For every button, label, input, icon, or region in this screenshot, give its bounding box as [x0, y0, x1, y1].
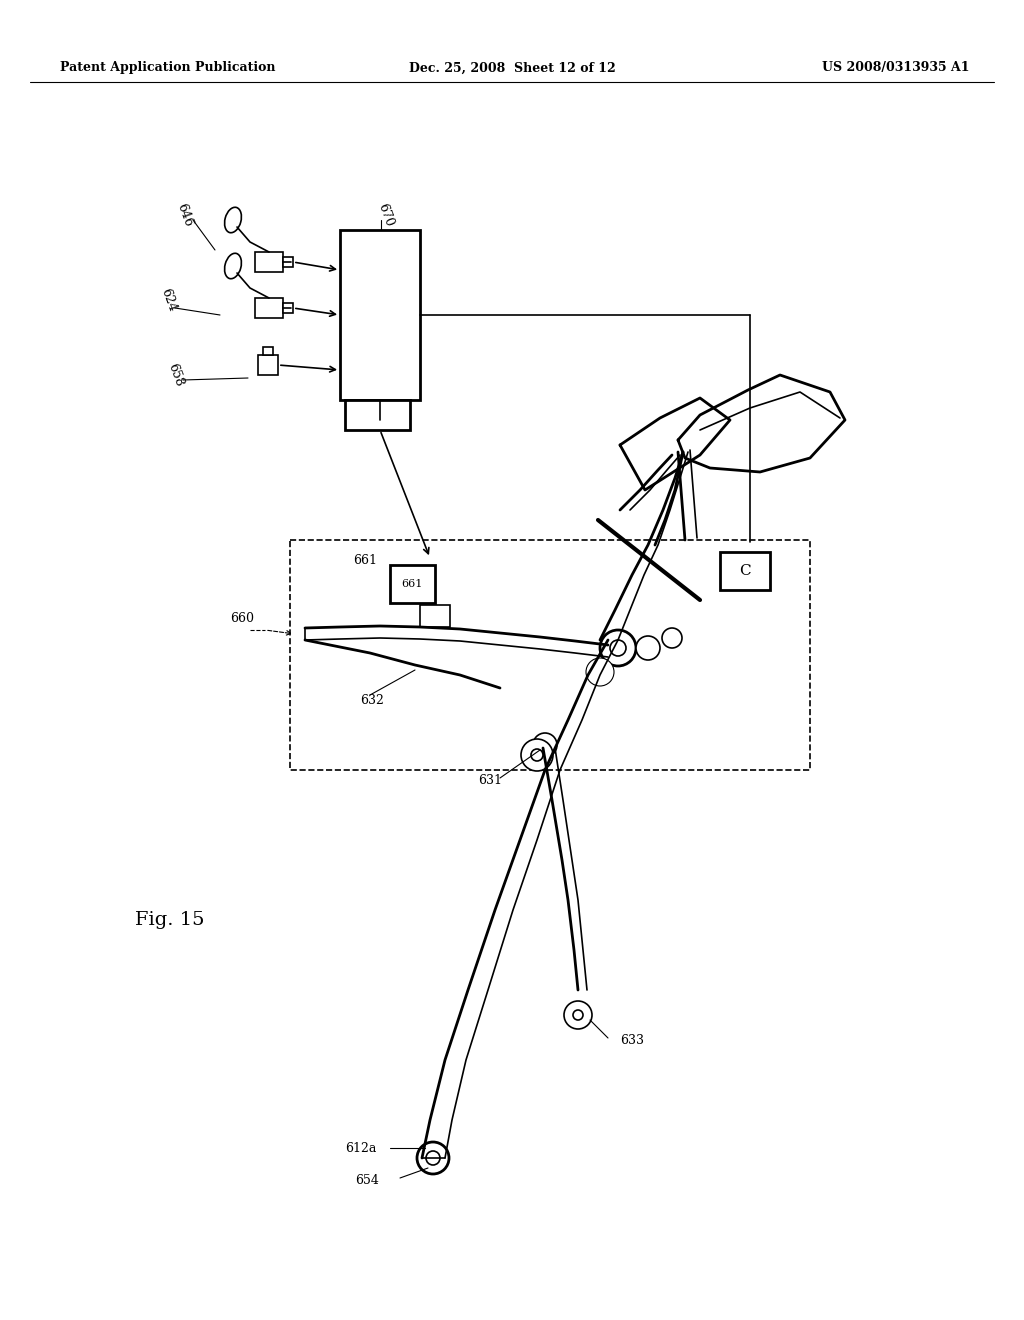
- Text: 660: 660: [230, 611, 254, 624]
- Text: 632: 632: [360, 693, 384, 706]
- Text: Fig. 15: Fig. 15: [135, 911, 205, 929]
- Ellipse shape: [224, 253, 242, 279]
- Circle shape: [564, 1001, 592, 1030]
- Text: Patent Application Publication: Patent Application Publication: [60, 62, 275, 74]
- Bar: [263, 347, 273, 355]
- Circle shape: [417, 1142, 449, 1173]
- Text: 658: 658: [165, 362, 185, 388]
- Text: 612a: 612a: [345, 1142, 377, 1155]
- Bar: [255, 298, 283, 318]
- Text: Dec. 25, 2008  Sheet 12 of 12: Dec. 25, 2008 Sheet 12 of 12: [409, 62, 615, 74]
- Text: US 2008/0313935 A1: US 2008/0313935 A1: [822, 62, 970, 74]
- Bar: [290, 540, 810, 770]
- Circle shape: [636, 636, 660, 660]
- Bar: [340, 230, 420, 400]
- Bar: [345, 400, 410, 430]
- Circle shape: [610, 640, 626, 656]
- Ellipse shape: [224, 207, 242, 232]
- Bar: [720, 552, 770, 590]
- Text: 670: 670: [375, 202, 395, 228]
- Circle shape: [521, 739, 553, 771]
- Text: 661: 661: [401, 579, 423, 589]
- Bar: [420, 605, 450, 627]
- Text: 624: 624: [158, 286, 178, 313]
- Text: 631: 631: [478, 774, 502, 787]
- Bar: [283, 257, 293, 267]
- Circle shape: [662, 628, 682, 648]
- Circle shape: [573, 1010, 583, 1020]
- Circle shape: [531, 748, 543, 762]
- Circle shape: [600, 630, 636, 667]
- Text: 646: 646: [175, 202, 196, 228]
- Text: 661: 661: [353, 553, 377, 566]
- Text: 654: 654: [355, 1173, 379, 1187]
- Circle shape: [586, 657, 614, 686]
- Circle shape: [534, 733, 557, 756]
- Text: C: C: [739, 564, 751, 578]
- Bar: [258, 355, 278, 375]
- Bar: [283, 304, 293, 313]
- Bar: [255, 252, 283, 272]
- Bar: [390, 565, 435, 603]
- Circle shape: [426, 1151, 440, 1166]
- Text: 633: 633: [620, 1034, 644, 1047]
